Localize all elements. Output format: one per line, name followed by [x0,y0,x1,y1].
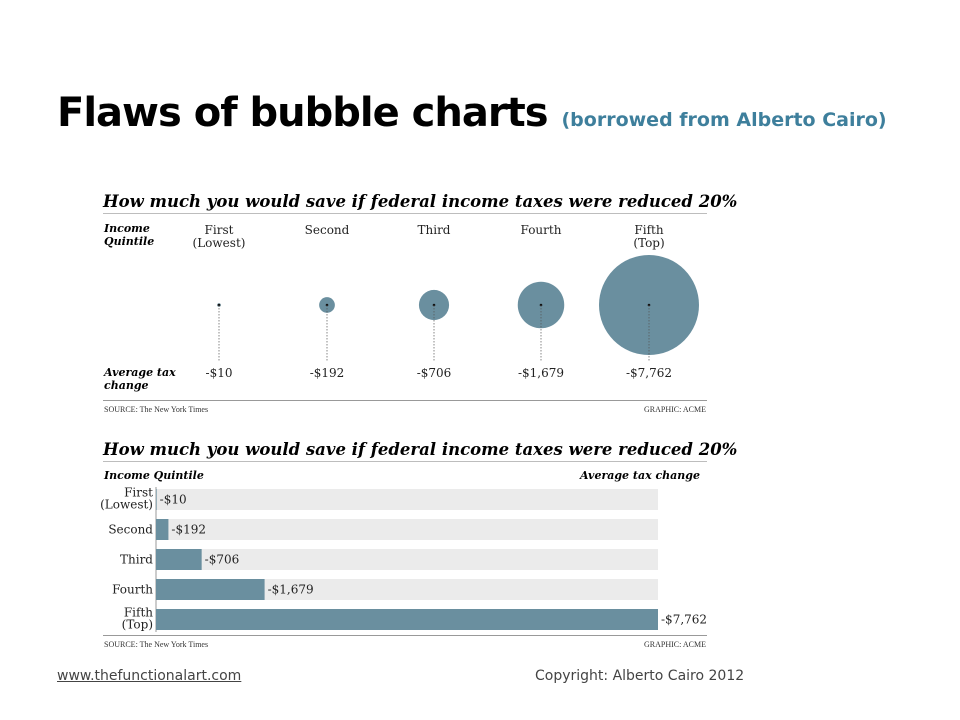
bubble-value-label: -$192 [310,366,345,380]
bar-track [156,579,658,600]
slide-title-subtitle: (borrowed from Alberto Cairo) [561,109,887,131]
footer-website-link[interactable]: www.thefunctionalart.com [57,668,242,684]
bubble-chart-credit: GRAPHIC: ACME [643,405,706,414]
bar-chart-xlabel: Average tax change [579,469,700,482]
bar-value-label: -$10 [160,493,187,507]
footer-copyright: Copyright: Alberto Cairo 2012 [535,668,745,684]
bar-category-label: Third [120,553,153,567]
bar-mark [156,609,658,630]
bubble-category-label: First [205,223,234,237]
bubble-chart-rule [103,400,707,401]
bar-mark [156,549,202,570]
bar-value-label: -$192 [171,523,206,537]
bar-category-label: Second [108,523,153,537]
bar-category-label: First [124,486,153,500]
bar-chart-title: How much you would save if federal incom… [103,440,737,462]
slide-title: Flaws of bubble charts (borrowed from Al… [57,90,887,136]
bubble-category-label: Fourth [521,223,562,237]
bubble-category-label: Third [418,223,451,237]
bubble-value-label: -$10 [206,366,233,380]
bar-chart-rule [103,635,707,636]
bubble-value-label: -$706 [417,366,452,380]
bar-value-label: -$706 [205,553,240,567]
bar-chart-credit: GRAPHIC: ACME [643,640,706,649]
bar-category-label: (Lowest) [100,498,153,512]
bar-mark [156,519,169,540]
bar-chart-ylabel: Income Quintile [104,469,204,482]
bar-chart-source: SOURCE: The New York Times [104,640,209,649]
bubble-chart-title: How much you would save if federal incom… [103,192,737,214]
bar-value-label: -$1,679 [268,583,314,597]
bubble-category-label: (Top) [633,236,664,250]
bubble-value-label: -$7,762 [626,366,672,380]
bubble-category-label: Fifth [634,223,663,237]
bar-track [156,549,658,570]
bar-category-label: Fifth [124,606,153,620]
bar-mark [156,489,157,510]
bar-mark [156,579,265,600]
bar-value-label: -$7,762 [661,613,707,627]
bar-category-label: Fourth [112,583,153,597]
slide-title-main: Flaws of bubble charts [57,90,548,136]
bubble-row-label-top: Income Quintile [104,222,155,248]
bar-track [156,489,658,510]
bubble-value-label: -$1,679 [518,366,564,380]
bubble-category-label: Second [305,223,350,237]
bubble-chart-source: SOURCE: The New York Times [104,405,209,414]
bubble-row-label-bottom: Average tax change [104,366,176,392]
bubble-category-label: (Lowest) [193,236,246,250]
bar-category-label: (Top) [122,618,153,632]
bar-track [156,519,658,540]
